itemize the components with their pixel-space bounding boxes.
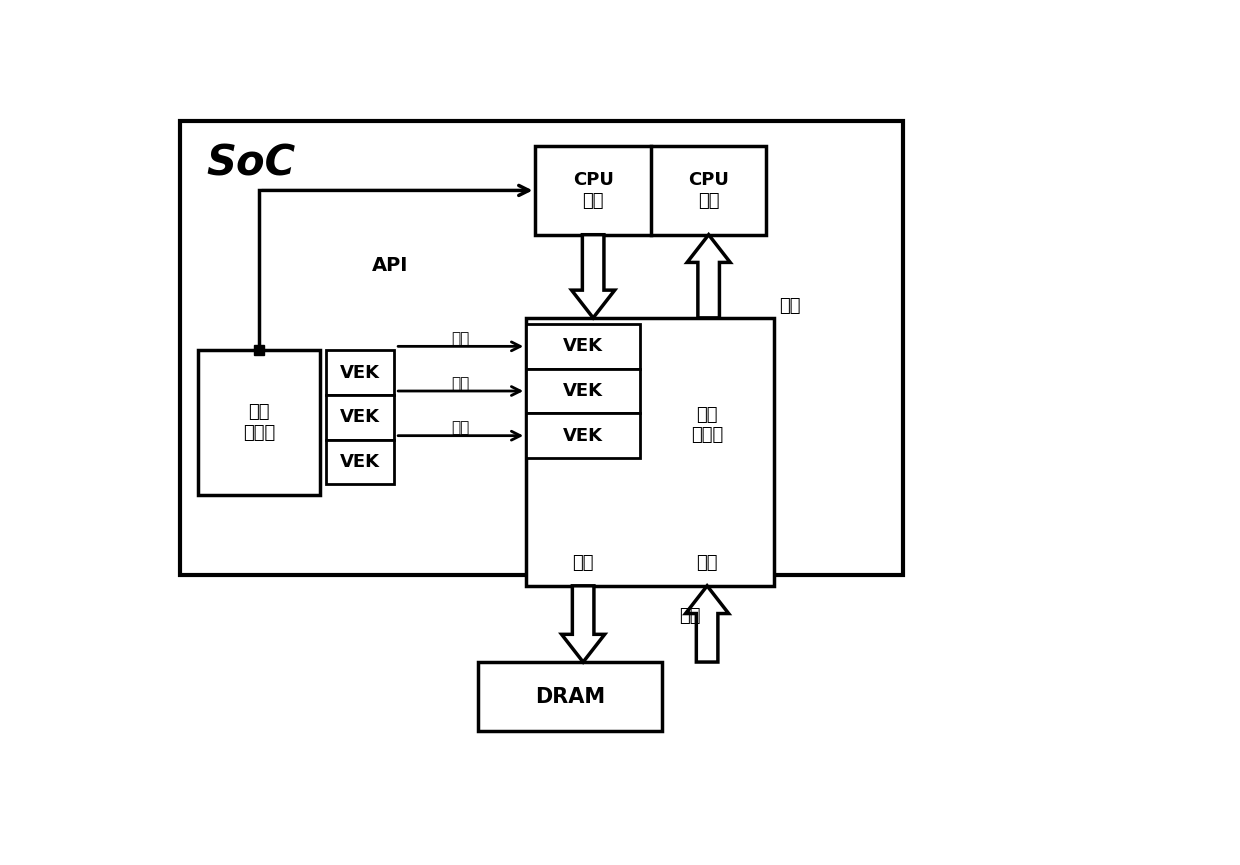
Polygon shape (572, 234, 615, 317)
Polygon shape (687, 234, 730, 317)
Text: API: API (372, 256, 408, 275)
Text: 写入: 写入 (451, 331, 469, 346)
Text: CPU
核心: CPU 核心 (688, 171, 729, 210)
Bar (526, 413, 640, 458)
Bar (536, 146, 766, 234)
Bar (526, 317, 774, 586)
Text: VEK: VEK (340, 453, 379, 471)
Text: DRAM: DRAM (534, 687, 605, 707)
Text: VEK: VEK (563, 426, 603, 445)
Text: SoC: SoC (207, 142, 295, 184)
Text: 密文: 密文 (678, 607, 701, 625)
Polygon shape (686, 586, 729, 662)
Text: 解密: 解密 (697, 554, 718, 572)
Polygon shape (562, 586, 605, 662)
Text: 内存
控制器: 内存 控制器 (691, 406, 723, 445)
Bar (477, 662, 662, 731)
Bar (326, 350, 394, 394)
Text: VEK: VEK (563, 382, 603, 400)
Bar (198, 350, 320, 495)
Text: CPU
核心: CPU 核心 (573, 171, 614, 210)
Bar (180, 121, 904, 575)
Bar (326, 439, 394, 484)
Bar (526, 368, 640, 413)
Text: 写入: 写入 (451, 420, 469, 435)
Text: VEK: VEK (563, 337, 603, 356)
Bar (526, 324, 640, 368)
Text: 加密: 加密 (573, 554, 594, 572)
Text: 安全
处理器: 安全 处理器 (243, 403, 275, 442)
Bar (326, 394, 394, 439)
Text: VEK: VEK (340, 363, 379, 381)
Text: VEK: VEK (340, 408, 379, 426)
Text: 明文: 明文 (779, 297, 800, 315)
Text: 写入: 写入 (451, 375, 469, 391)
